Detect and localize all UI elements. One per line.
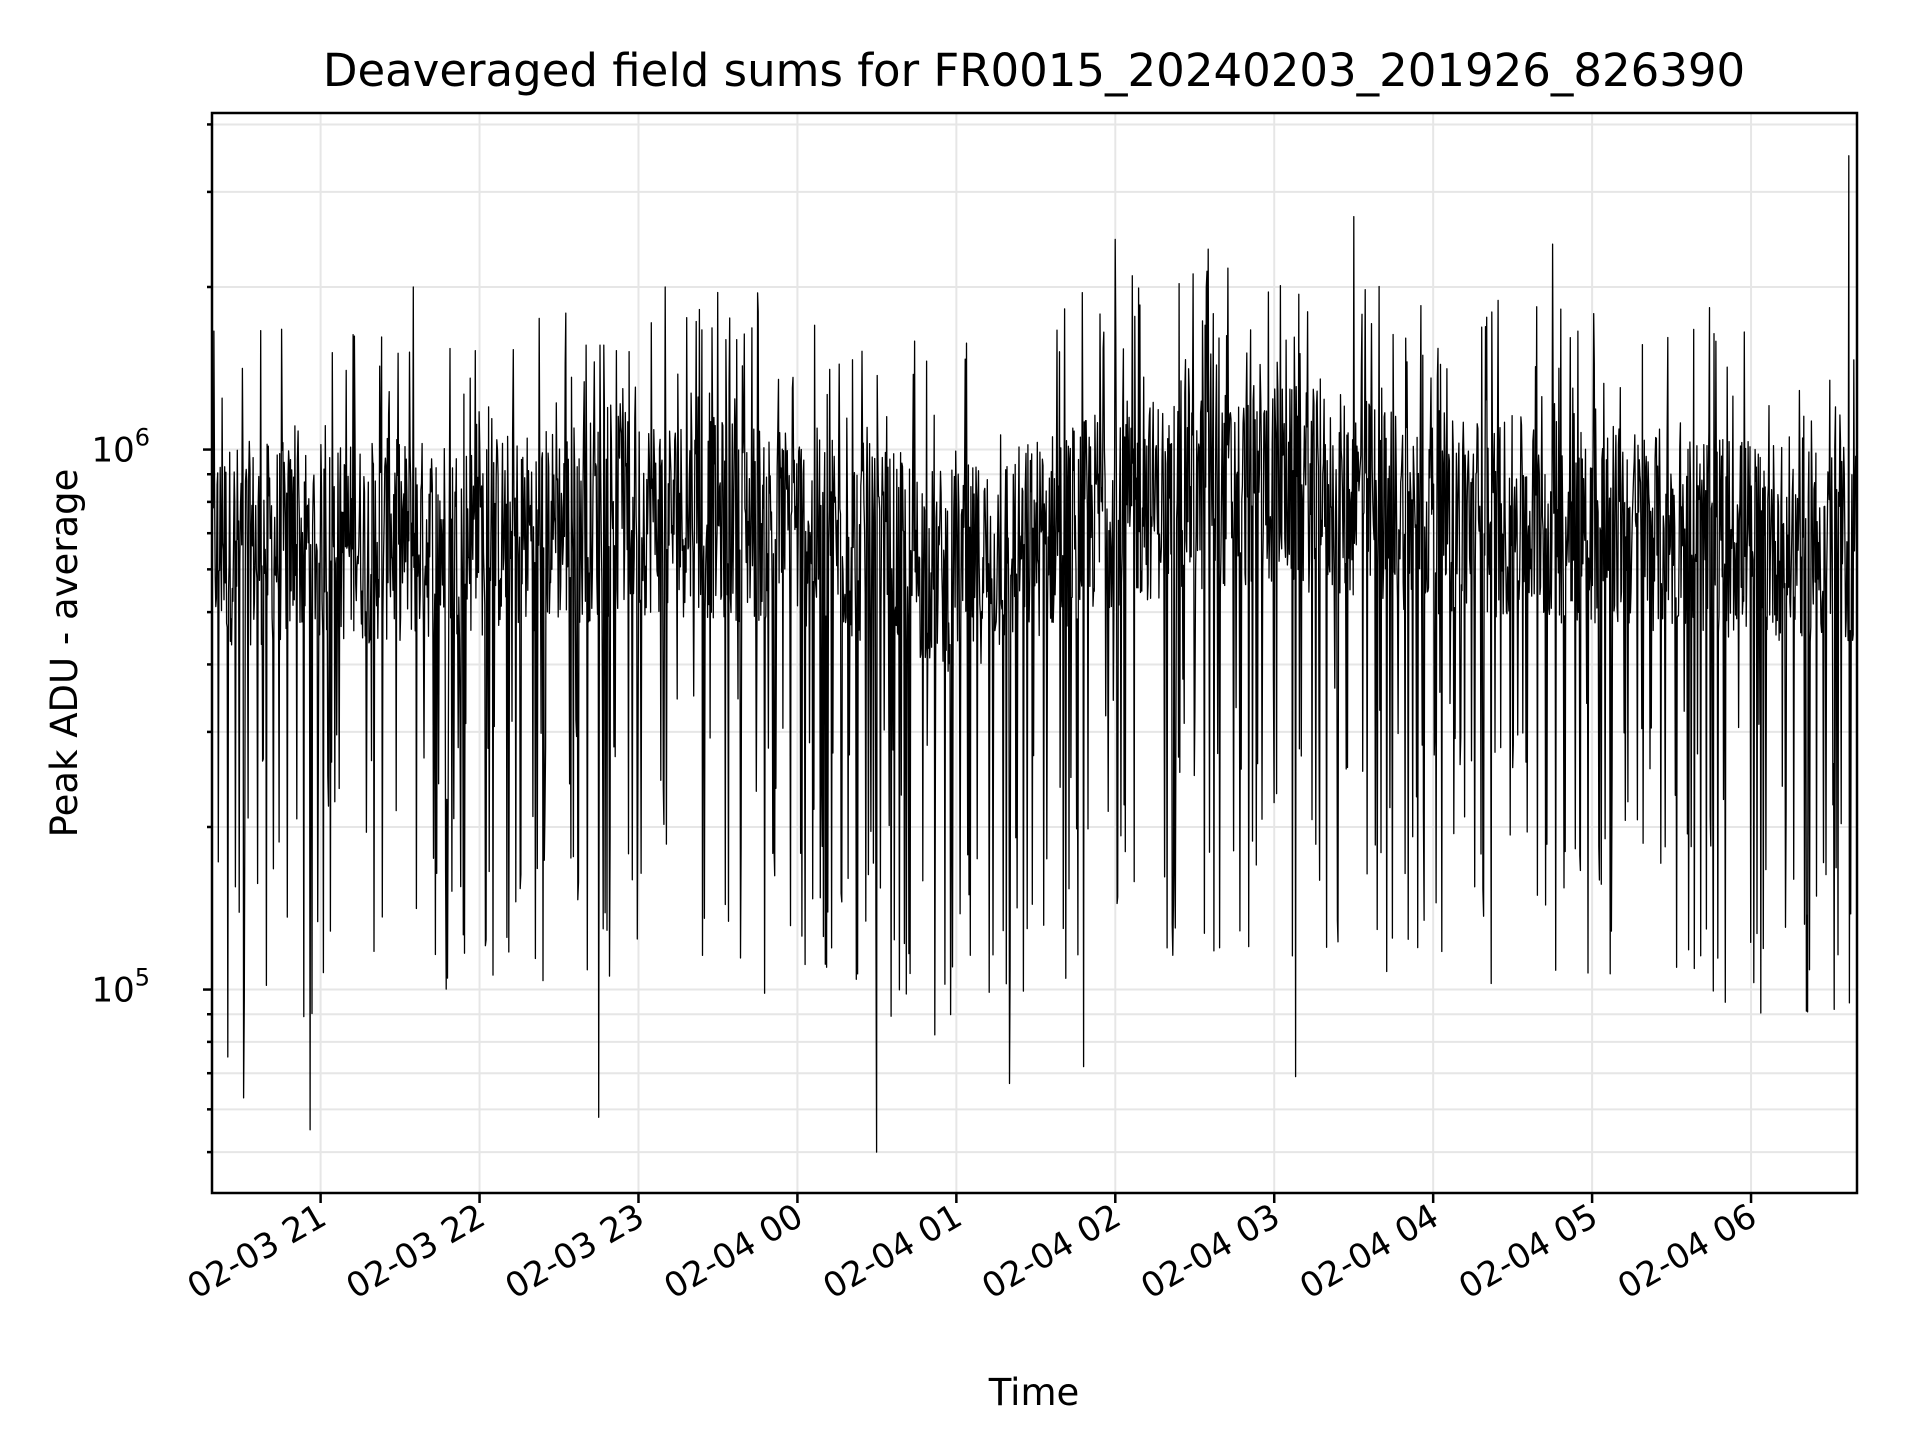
y-tick-label: 106 — [91, 424, 150, 471]
x-tick-label: 02-04 06 — [1611, 1196, 1763, 1307]
x-tick-label: 02-04 00 — [658, 1196, 810, 1307]
y-tick-label: 105 — [91, 964, 150, 1011]
series-line — [211, 155, 1858, 1153]
x-tick-label: 02-04 01 — [816, 1196, 968, 1307]
plot-frame — [210, 111, 1859, 1195]
x-tick-label: 02-03 23 — [499, 1196, 651, 1307]
x-axis-label: Time — [988, 1371, 1080, 1414]
x-tick-label: 02-03 22 — [340, 1196, 492, 1307]
x-tick-label: 02-04 05 — [1452, 1196, 1604, 1307]
x-tick-label: 02-04 04 — [1293, 1196, 1445, 1307]
x-tick-label: 02-03 21 — [181, 1196, 333, 1307]
x-tick-label: 02-04 03 — [1134, 1196, 1286, 1307]
y-tick-exponent: 6 — [135, 424, 150, 452]
y-tick-exponent: 5 — [135, 964, 150, 992]
chart-title: Deaveraged field sums for FR0015_2024020… — [323, 44, 1745, 97]
x-tick-label: 02-04 02 — [975, 1196, 1127, 1307]
y-axis-label: Peak ADU - average — [43, 469, 86, 838]
